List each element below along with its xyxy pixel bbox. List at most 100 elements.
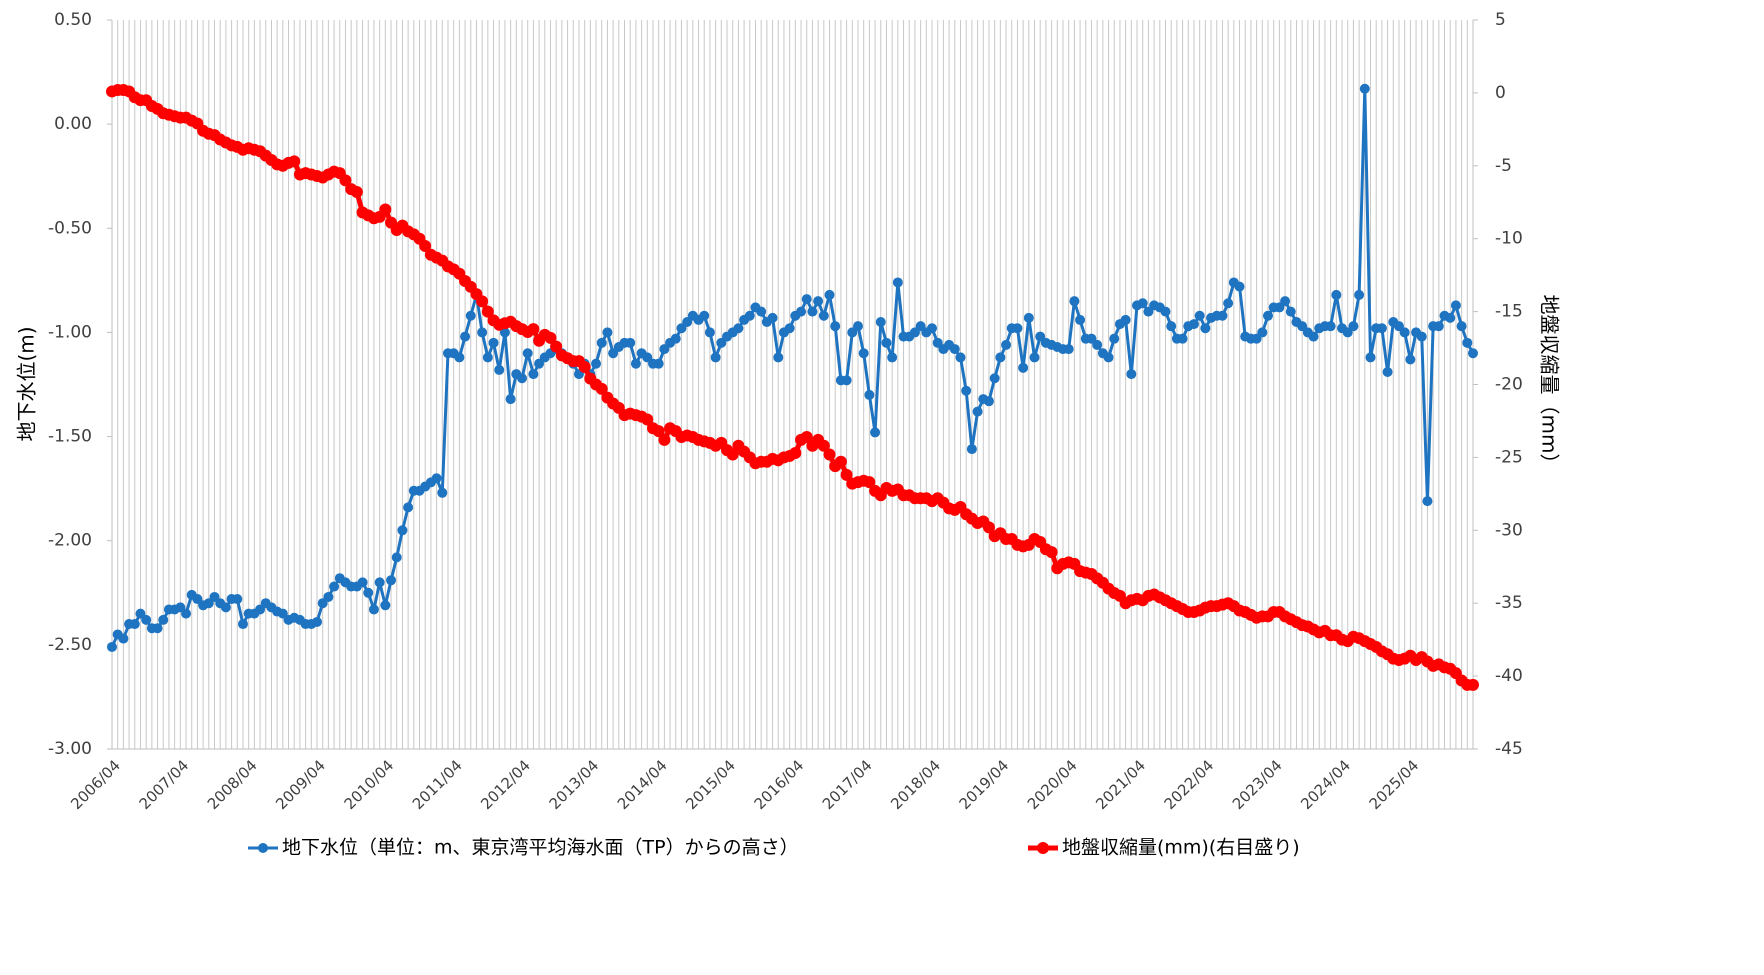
data-point bbox=[1137, 298, 1148, 309]
data-point bbox=[288, 155, 301, 168]
data-point bbox=[1200, 323, 1211, 334]
data-point bbox=[1462, 337, 1473, 348]
data-point bbox=[1405, 354, 1416, 365]
data-point bbox=[1422, 496, 1433, 507]
data-point bbox=[1365, 352, 1376, 363]
y-axis-title: 地下水位(m) bbox=[15, 326, 39, 441]
data-point bbox=[1001, 339, 1012, 350]
data-point bbox=[527, 323, 540, 336]
data-point bbox=[374, 577, 385, 588]
data-point bbox=[870, 427, 881, 438]
data-point bbox=[517, 373, 528, 384]
legend-label: 地盤収縮量(mm)(右目盛り) bbox=[1062, 837, 1300, 859]
data-point bbox=[653, 358, 664, 369]
data-point bbox=[550, 340, 563, 353]
data-point bbox=[1023, 312, 1034, 323]
x-tick-label: 2008/04 bbox=[204, 756, 261, 813]
data-point bbox=[488, 337, 499, 348]
x-tick-label: 2010/04 bbox=[341, 756, 398, 813]
y-tick-label: -3.00 bbox=[48, 739, 92, 759]
data-point bbox=[726, 448, 739, 461]
data-point bbox=[1456, 321, 1467, 332]
y-tick-label: -1.00 bbox=[48, 322, 92, 342]
data-point bbox=[1325, 321, 1336, 332]
data-point bbox=[1262, 310, 1273, 321]
data-point bbox=[773, 352, 784, 363]
y-tick-label: -0.50 bbox=[48, 218, 92, 238]
x-tick-label: 2007/04 bbox=[136, 756, 193, 813]
x-tick-label: 2009/04 bbox=[272, 756, 329, 813]
data-point bbox=[107, 641, 117, 652]
data-point bbox=[482, 352, 493, 363]
data-point bbox=[1063, 344, 1074, 355]
data-point bbox=[801, 294, 812, 305]
data-point bbox=[670, 333, 681, 344]
data-point bbox=[528, 369, 539, 380]
data-point bbox=[1433, 321, 1444, 332]
data-point bbox=[1029, 352, 1040, 363]
data-point bbox=[460, 331, 471, 342]
data-point bbox=[505, 394, 516, 405]
x-tick-label: 2025/04 bbox=[1366, 756, 1423, 813]
y-tick-label: -2.00 bbox=[48, 531, 92, 551]
data-point bbox=[982, 521, 995, 534]
data-point bbox=[1399, 327, 1410, 338]
data-point bbox=[1177, 333, 1188, 344]
data-point bbox=[181, 608, 192, 619]
data-point bbox=[841, 375, 852, 386]
data-point bbox=[983, 396, 994, 407]
data-point bbox=[391, 552, 402, 563]
y2-tick-label: -20 bbox=[1495, 375, 1523, 395]
x-tick-label: 2019/04 bbox=[956, 756, 1013, 813]
y2-tick-label: -10 bbox=[1495, 229, 1523, 249]
data-point bbox=[1467, 678, 1479, 691]
data-point bbox=[995, 352, 1006, 363]
data-point bbox=[796, 306, 807, 317]
data-point bbox=[699, 310, 710, 321]
data-point bbox=[397, 525, 408, 536]
data-point bbox=[357, 577, 368, 588]
legend-label: 地下水位（単位：m、東京湾平均海水面（TP）からの高さ） bbox=[282, 837, 799, 859]
data-point bbox=[887, 352, 898, 363]
data-point bbox=[1280, 296, 1291, 307]
data-point bbox=[158, 614, 169, 625]
x-tick-label: 2024/04 bbox=[1297, 756, 1354, 813]
x-tick-label: 2011/04 bbox=[409, 756, 466, 813]
x-tick-label: 2020/04 bbox=[1024, 756, 1081, 813]
data-point bbox=[1308, 331, 1319, 342]
data-point bbox=[840, 468, 853, 481]
x-tick-label: 2018/04 bbox=[887, 756, 944, 813]
data-point bbox=[1092, 339, 1103, 350]
data-point bbox=[789, 447, 802, 460]
data-point bbox=[602, 327, 613, 338]
y2-tick-label: -5 bbox=[1495, 156, 1512, 176]
y-tick-label: -1.50 bbox=[48, 427, 92, 447]
data-point bbox=[625, 337, 636, 348]
data-point bbox=[419, 239, 432, 252]
data-point bbox=[1382, 367, 1393, 378]
data-point bbox=[141, 614, 152, 625]
data-point bbox=[834, 455, 847, 468]
y-tick-label: 0.00 bbox=[54, 114, 92, 134]
data-point bbox=[368, 604, 379, 615]
data-point bbox=[892, 277, 903, 288]
data-point bbox=[1359, 83, 1370, 94]
data-point bbox=[1217, 310, 1228, 321]
legend-marker bbox=[258, 843, 268, 853]
data-point bbox=[630, 358, 641, 369]
data-point bbox=[927, 323, 938, 334]
data-point bbox=[807, 306, 818, 317]
data-point bbox=[1354, 289, 1365, 300]
data-point bbox=[966, 444, 977, 455]
data-point bbox=[363, 587, 374, 598]
data-point bbox=[818, 310, 829, 321]
data-point bbox=[704, 327, 715, 338]
data-point bbox=[1348, 321, 1359, 332]
data-point bbox=[756, 306, 767, 317]
data-point bbox=[658, 433, 671, 446]
data-point bbox=[858, 348, 869, 359]
x-tick-label: 2016/04 bbox=[751, 756, 808, 813]
data-point bbox=[1450, 300, 1461, 311]
data-point bbox=[476, 295, 489, 308]
y2-tick-label: -45 bbox=[1495, 739, 1523, 759]
